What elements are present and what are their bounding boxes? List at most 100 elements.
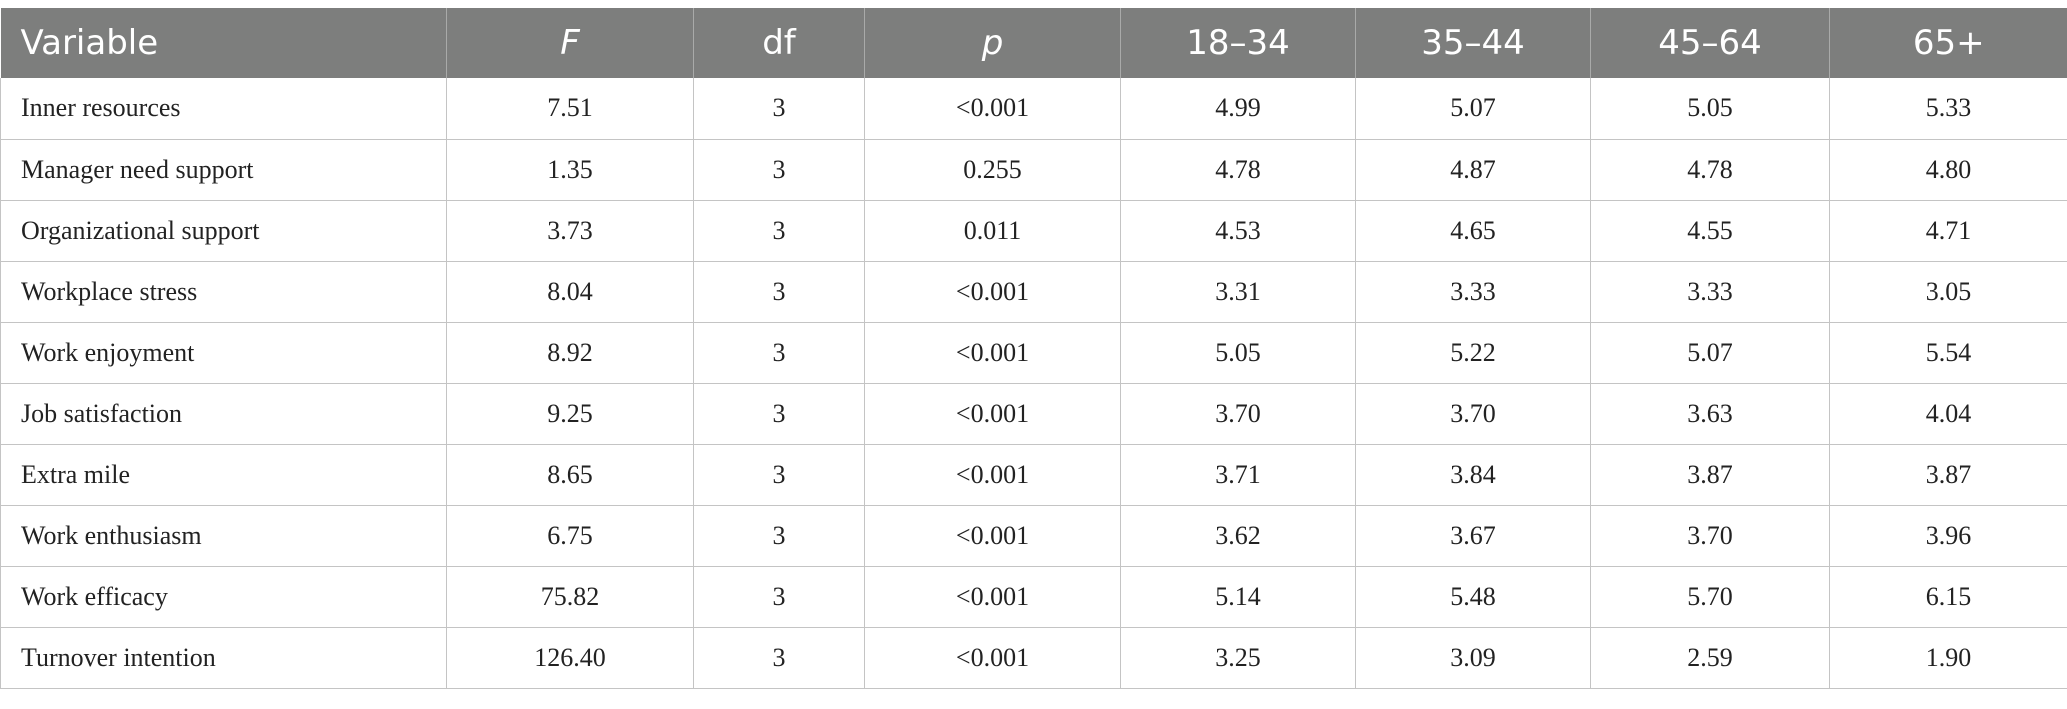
table-row: Manager need support 1.35 3 0.255 4.78 4.87 4.… — [0, 139, 2067, 200]
p-cell: <0.001 — [864, 78, 1121, 139]
age-18-34-cell: 3.70 — [1120, 383, 1356, 444]
age-35-44-cell: 3.33 — [1355, 261, 1591, 322]
f-cell: 6.75 — [446, 505, 694, 566]
age-35-44-cell: 3.09 — [1355, 627, 1591, 688]
table-row: Work enjoyment 8.92 3 <0.001 5.05 5.22 5.07 5.5… — [0, 322, 2067, 383]
table-row: Work enthusiasm 6.75 3 <0.001 3.62 3.67 3.70 3.… — [0, 505, 2067, 566]
p-cell: <0.001 — [864, 627, 1121, 688]
table-row: Workplace stress 8.04 3 <0.001 3.31 3.33 3.33 3… — [0, 261, 2067, 322]
p-cell: <0.001 — [864, 383, 1121, 444]
header-variable: Variable — [20, 23, 159, 63]
table-row: Turnover intention 126.40 3 <0.001 3.25 3.09 2… — [0, 627, 2067, 688]
age-45-64-cell: 4.55 — [1590, 200, 1830, 261]
age-65-plus-cell: 6.15 — [1829, 566, 2067, 627]
age-18-34-cell: 4.99 — [1120, 78, 1356, 139]
age-65-plus-cell: 3.87 — [1829, 444, 2067, 505]
age-35-44-cell: 3.84 — [1355, 444, 1591, 505]
f-cell: 75.82 — [446, 566, 694, 627]
df-cell: 3 — [693, 505, 865, 566]
age-18-34-cell: 3.62 — [1120, 505, 1356, 566]
table-row: Job satisfaction 9.25 3 <0.001 3.70 3.70 3.63 4… — [0, 383, 2067, 444]
age-18-34-cell: 5.14 — [1120, 566, 1356, 627]
age-35-44-cell: 4.87 — [1355, 139, 1591, 200]
age-45-64-cell: 3.87 — [1590, 444, 1830, 505]
age-65-plus-cell: 5.54 — [1829, 322, 2067, 383]
age-18-34-cell: 3.71 — [1120, 444, 1356, 505]
f-cell: 8.04 — [446, 261, 694, 322]
p-cell: <0.001 — [864, 322, 1121, 383]
f-cell: 8.65 — [446, 444, 694, 505]
df-cell: 3 — [693, 200, 865, 261]
variable-cell: Work enjoyment — [0, 322, 447, 383]
header-df: df — [693, 8, 865, 78]
variable-cell: Work enthusiasm — [0, 505, 447, 566]
variable-cell: Manager need support — [0, 139, 447, 200]
age-18-34-cell: 4.78 — [1120, 139, 1356, 200]
age-45-64-cell: 5.05 — [1590, 78, 1830, 139]
df-cell: 3 — [693, 139, 865, 200]
age-18-34-cell: 3.25 — [1120, 627, 1356, 688]
f-cell: 126.40 — [446, 627, 694, 688]
age-65-plus-cell: 5.33 — [1829, 78, 2067, 139]
age-35-44-cell: 3.67 — [1355, 505, 1591, 566]
f-cell: 1.35 — [446, 139, 694, 200]
age-45-64-cell: 5.07 — [1590, 322, 1830, 383]
header-f: F — [446, 8, 694, 78]
variable-cell: Work efficacy — [0, 566, 447, 627]
age-45-64-cell: 3.63 — [1590, 383, 1830, 444]
p-cell: <0.001 — [864, 505, 1121, 566]
table-row: Inner resources 7.51 3 <0.001 4.99 5.07 5.05 5.… — [0, 78, 2067, 139]
variable-cell: Organizational support — [0, 200, 447, 261]
data-table-container: Variable F df p 18–34 35–44 45–64 65+ In… — [0, 8, 2067, 689]
p-cell: <0.001 — [864, 444, 1121, 505]
age-35-44-cell: 5.22 — [1355, 322, 1591, 383]
age-65-plus-cell: 4.80 — [1829, 139, 2067, 200]
f-cell: 9.25 — [446, 383, 694, 444]
variable-cell: Workplace stress — [0, 261, 447, 322]
f-cell: 8.92 — [446, 322, 694, 383]
df-cell: 3 — [693, 383, 865, 444]
age-35-44-cell: 4.65 — [1355, 200, 1591, 261]
header-age-18-34: 18–34 — [1120, 8, 1356, 78]
header-p: p — [864, 8, 1121, 78]
p-cell: 0.255 — [864, 139, 1121, 200]
df-cell: 3 — [693, 78, 865, 139]
p-cell: 0.011 — [864, 200, 1121, 261]
header-age-65-plus: 65+ — [1829, 8, 2067, 78]
age-35-44-cell: 3.70 — [1355, 383, 1591, 444]
header-age-35-44: 35–44 — [1355, 8, 1591, 78]
age-65-plus-cell: 1.90 — [1829, 627, 2067, 688]
age-65-plus-cell: 4.04 — [1829, 383, 2067, 444]
df-cell: 3 — [693, 322, 865, 383]
age-45-64-cell: 3.33 — [1590, 261, 1830, 322]
df-cell: 3 — [693, 444, 865, 505]
header-row: Variable F df p 18–34 35–44 45–64 65+ — [0, 8, 2067, 78]
age-65-plus-cell: 3.05 — [1829, 261, 2067, 322]
p-cell: <0.001 — [864, 261, 1121, 322]
table-row: Organizational support 3.73 3 0.011 4.53 4.65… — [0, 200, 2067, 261]
p-cell: <0.001 — [864, 566, 1121, 627]
anova-table: Variable F df p 18–34 35–44 45–64 65+ In… — [0, 8, 2067, 689]
df-cell: 3 — [693, 566, 865, 627]
df-cell: 3 — [693, 627, 865, 688]
age-65-plus-cell: 3.96 — [1829, 505, 2067, 566]
f-cell: 3.73 — [446, 200, 694, 261]
age-45-64-cell: 5.70 — [1590, 566, 1830, 627]
age-45-64-cell: 3.70 — [1590, 505, 1830, 566]
variable-cell: Job satisfaction — [0, 383, 447, 444]
age-45-64-cell: 2.59 — [1590, 627, 1830, 688]
age-18-34-cell: 3.31 — [1120, 261, 1356, 322]
age-65-plus-cell: 4.71 — [1829, 200, 2067, 261]
header-age-45-64: 45–64 — [1590, 8, 1830, 78]
f-cell: 7.51 — [446, 78, 694, 139]
age-35-44-cell: 5.48 — [1355, 566, 1591, 627]
df-cell: 3 — [693, 261, 865, 322]
age-35-44-cell: 5.07 — [1355, 78, 1591, 139]
age-18-34-cell: 4.53 — [1120, 200, 1356, 261]
table-body: Inner resources 7.51 3 <0.001 4.99 5.07 5.05 5.… — [0, 78, 2067, 688]
age-18-34-cell: 5.05 — [1120, 322, 1356, 383]
variable-cell: Turnover intention — [0, 627, 447, 688]
age-45-64-cell: 4.78 — [1590, 139, 1830, 200]
table-row: Extra mile 8.65 3 <0.001 3.71 3.84 3.87 3.87 — [0, 444, 2067, 505]
table-row: Work efficacy 75.82 3 <0.001 5.14 5.48 5.70 6.1… — [0, 566, 2067, 627]
